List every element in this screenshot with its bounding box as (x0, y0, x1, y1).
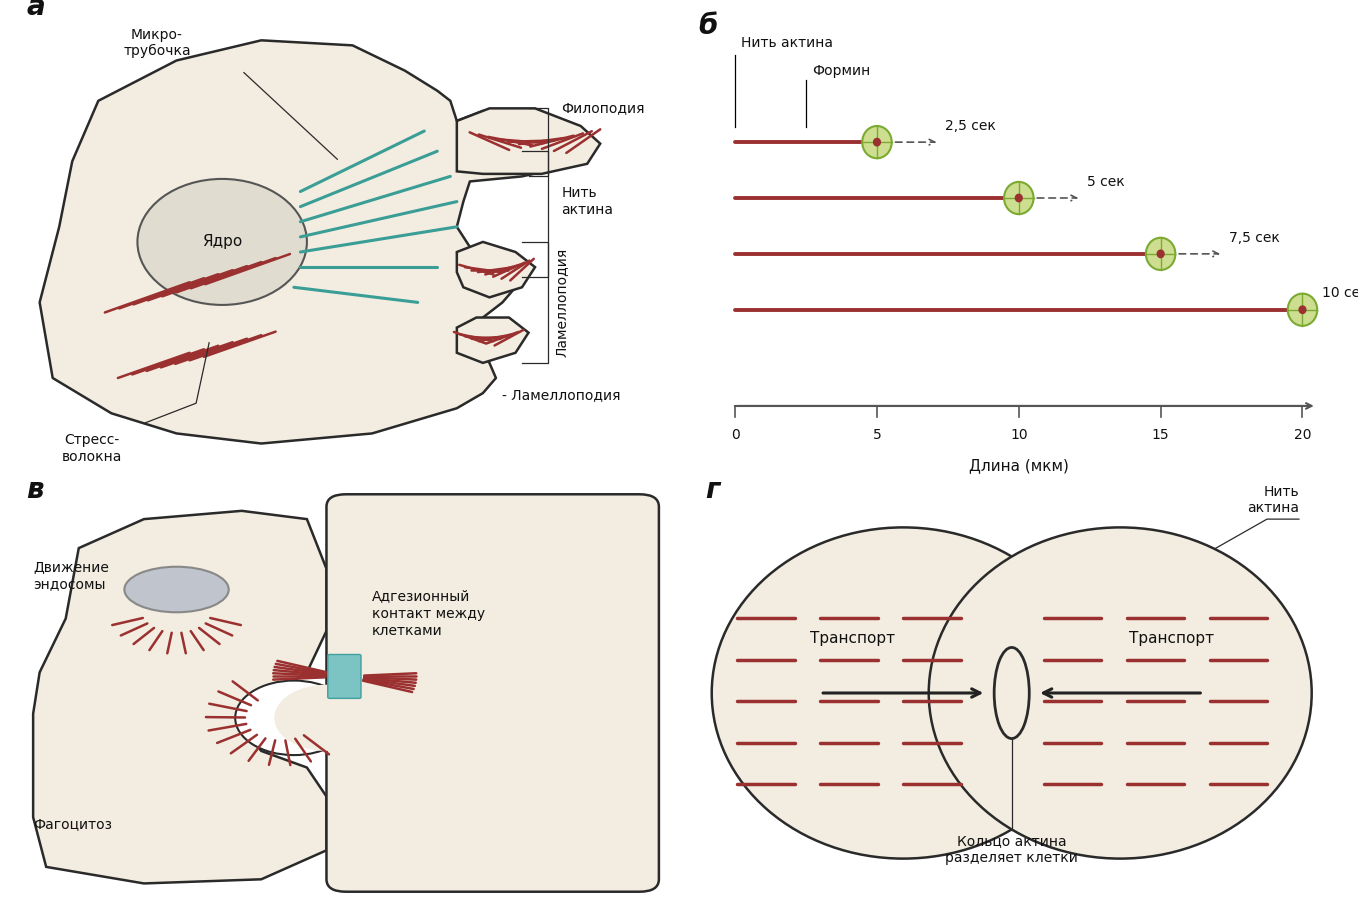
Circle shape (1004, 182, 1033, 214)
Text: в: в (27, 476, 43, 504)
Text: 7,5 сек: 7,5 сек (1229, 230, 1279, 245)
Text: Фагоцитоз: Фагоцитоз (33, 817, 113, 832)
FancyBboxPatch shape (326, 494, 659, 892)
Polygon shape (456, 318, 528, 363)
Polygon shape (456, 242, 535, 297)
Ellipse shape (125, 567, 228, 612)
Text: Движение
эндосомы: Движение эндосомы (33, 561, 109, 590)
Polygon shape (33, 511, 326, 884)
Text: Ламеллоподия: Ламеллоподия (554, 248, 568, 357)
Text: Филоподия: Филоподия (561, 101, 645, 115)
Text: 0: 0 (731, 428, 740, 442)
Text: Длина (мкм): Длина (мкм) (968, 459, 1069, 473)
Circle shape (1016, 194, 1023, 202)
Polygon shape (39, 40, 581, 444)
Text: 10 сек: 10 сек (1323, 286, 1358, 301)
Text: Транспорт: Транспорт (1128, 631, 1214, 646)
Ellipse shape (712, 527, 1095, 859)
Text: 10: 10 (1010, 428, 1028, 442)
Text: Стресс-
волокна: Стресс- волокна (61, 434, 122, 464)
Text: а: а (27, 0, 45, 21)
Circle shape (235, 680, 353, 755)
Circle shape (873, 139, 880, 146)
Text: г: г (705, 476, 720, 504)
Text: Адгезионный
контакт между
клетками: Адгезионный контакт между клетками (372, 590, 485, 638)
Text: Нить актина: Нить актина (741, 36, 832, 50)
Circle shape (1300, 306, 1306, 313)
Ellipse shape (929, 527, 1312, 859)
Text: 5 сек: 5 сек (1086, 175, 1124, 189)
Text: 15: 15 (1152, 428, 1169, 442)
Circle shape (1157, 250, 1164, 257)
Text: Нить
актина: Нить актина (1247, 485, 1300, 515)
Circle shape (1146, 238, 1176, 270)
Text: б: б (698, 12, 717, 40)
Circle shape (862, 126, 892, 158)
Polygon shape (456, 108, 600, 174)
Text: Формин: Формин (812, 64, 870, 77)
Text: - Ламеллоподия: - Ламеллоподия (502, 388, 621, 402)
Text: Микро-
трубочка: Микро- трубочка (124, 28, 190, 58)
Text: Кольцо актина
разделяет клетки: Кольцо актина разделяет клетки (945, 833, 1078, 865)
Text: 2,5 сек: 2,5 сек (945, 119, 995, 133)
Text: Транспорт: Транспорт (809, 631, 895, 646)
Ellipse shape (137, 179, 307, 305)
Text: Нить
актина: Нить актина (561, 186, 612, 217)
Text: 5: 5 (873, 428, 881, 442)
FancyBboxPatch shape (327, 654, 361, 698)
Circle shape (274, 685, 379, 751)
Circle shape (1287, 293, 1317, 326)
Text: Ядро: Ядро (202, 234, 242, 249)
Text: 20: 20 (1294, 428, 1312, 442)
